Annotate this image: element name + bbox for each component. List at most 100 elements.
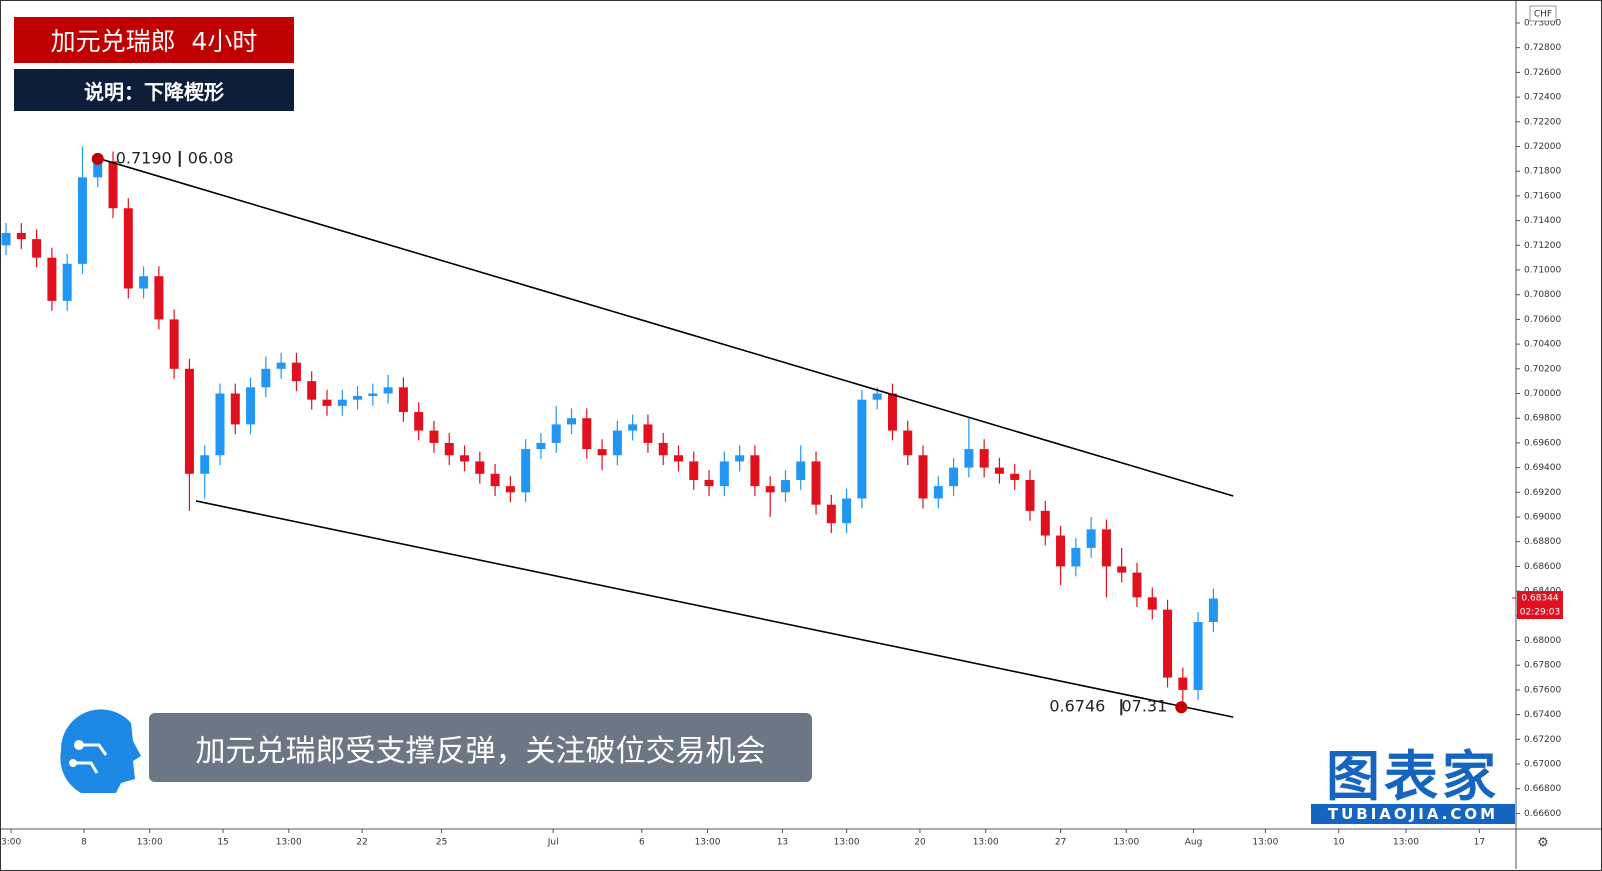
candle-body: [796, 461, 806, 480]
candle-body: [567, 418, 577, 425]
trendline: [195, 500, 1234, 718]
candle-body: [521, 449, 531, 493]
candle-body: [32, 239, 42, 258]
candle-body: [903, 430, 913, 456]
countdown: 02:29:03: [1520, 608, 1560, 618]
y-tick-label: 0.70600: [1524, 315, 1561, 325]
y-tick-label: 0.67800: [1524, 661, 1561, 671]
candle-body: [429, 430, 439, 443]
candle-body: [1101, 529, 1111, 567]
x-tick-label: 25: [436, 838, 447, 848]
y-tick-label: 0.71400: [1524, 216, 1561, 226]
candle-body: [536, 442, 546, 450]
x-tick-label: 13: [777, 838, 788, 848]
candle-body: [16, 232, 26, 240]
candle-body: [353, 395, 363, 400]
candle-body: [780, 479, 790, 493]
candle-body: [215, 393, 225, 456]
candle-body: [1071, 547, 1081, 567]
x-tick-label: 17: [1474, 838, 1485, 848]
x-tick-label: Jul: [547, 838, 559, 848]
x-tick-label: 6: [639, 838, 645, 848]
candle-body: [139, 276, 149, 289]
candle-body: [872, 393, 882, 400]
x-tick-label: 10: [1333, 838, 1345, 848]
y-tick-label: 0.70000: [1524, 389, 1561, 399]
y-tick-label: 0.69000: [1524, 513, 1561, 523]
y-tick-label: 0.67000: [1524, 760, 1561, 770]
x-tick-label: 13:00: [137, 838, 163, 848]
candle-body: [612, 430, 622, 456]
candle-body: [1163, 609, 1173, 678]
candle-body: [1132, 572, 1142, 598]
last-price: 0.68344: [1521, 594, 1558, 604]
x-tick-label: 13:00: [973, 838, 999, 848]
candle-body: [551, 424, 561, 443]
candle-body: [246, 387, 256, 425]
y-tick-label: 0.68800: [1524, 537, 1561, 547]
x-tick-label: 27: [1055, 838, 1066, 848]
candle-body: [230, 393, 240, 425]
x-tick-label: 13:00: [276, 838, 302, 848]
candle-body: [842, 498, 852, 524]
candle-body: [1208, 598, 1218, 622]
candle-body: [1086, 529, 1096, 548]
candle-body: [628, 424, 638, 431]
settings-icon: ⚙: [1537, 836, 1549, 851]
candle-body: [1117, 566, 1127, 573]
y-tick-label: 0.73000: [1524, 18, 1561, 28]
y-tick-label: 0.68600: [1524, 562, 1561, 572]
candle-body: [77, 177, 87, 264]
candle-body: [322, 399, 332, 406]
candle-body: [887, 393, 897, 431]
x-tick-label: 13:00: [1393, 838, 1419, 848]
y-tick-label: 0.71000: [1524, 266, 1561, 276]
candle-body: [261, 368, 271, 388]
candle-body: [1147, 597, 1157, 610]
y-tick-label: 0.69600: [1524, 438, 1561, 448]
candle-body: [689, 461, 699, 480]
y-tick-label: 0.67400: [1524, 710, 1561, 720]
x-tick-label: 13:00: [1252, 838, 1278, 848]
candle-body: [1040, 510, 1050, 536]
y-tick-label: 0.66800: [1524, 784, 1561, 794]
y-tick-label: 0.71800: [1524, 167, 1561, 177]
candle-body: [47, 257, 57, 301]
unit-box: [1529, 5, 1557, 22]
candle-body: [750, 455, 760, 487]
candle-body: [291, 362, 301, 382]
candle-body: [964, 449, 974, 468]
candle-body: [857, 399, 867, 499]
x-tick-label: 3:00: [1, 838, 21, 848]
candle-body: [949, 467, 959, 487]
y-tick-label: 0.67200: [1524, 735, 1561, 745]
logo-icon: [60, 709, 142, 793]
caption: 加元兑瑞郎受支撑反弹，关注破位交易机会: [149, 713, 812, 782]
logo-text: 图表家: [1326, 744, 1500, 808]
candle-body: [735, 455, 745, 462]
y-tick-label: 0.69800: [1524, 414, 1561, 424]
candle-body: [62, 263, 72, 301]
last-price-box: [1517, 591, 1563, 620]
annotation-price: 0.7190: [116, 148, 172, 167]
candle-body: [658, 442, 668, 456]
title: 加元兑瑞郎 4小时: [14, 17, 294, 63]
candle-body: [398, 387, 408, 413]
candle-body: [1178, 677, 1188, 690]
y-tick-label: 0.72000: [1524, 142, 1561, 152]
x-tick-label: Aug: [1185, 838, 1203, 848]
candle-body: [444, 442, 454, 456]
y-tick-label: 0.69200: [1524, 488, 1561, 498]
y-tick-label: 0.67600: [1524, 685, 1561, 695]
candle-body: [414, 412, 424, 431]
candle-body: [933, 486, 943, 499]
y-tick-label: 0.69400: [1524, 463, 1561, 473]
candle-body: [1056, 535, 1066, 567]
y-tick-label: 0.72200: [1524, 117, 1561, 127]
y-tick-label: 0.71600: [1524, 191, 1561, 201]
y-tick-label: 0.72400: [1524, 93, 1561, 103]
annotation-price: 0.6746: [1049, 697, 1105, 716]
candle-body: [475, 461, 485, 474]
annotation-marker: [91, 152, 104, 165]
candle-body: [200, 455, 210, 474]
